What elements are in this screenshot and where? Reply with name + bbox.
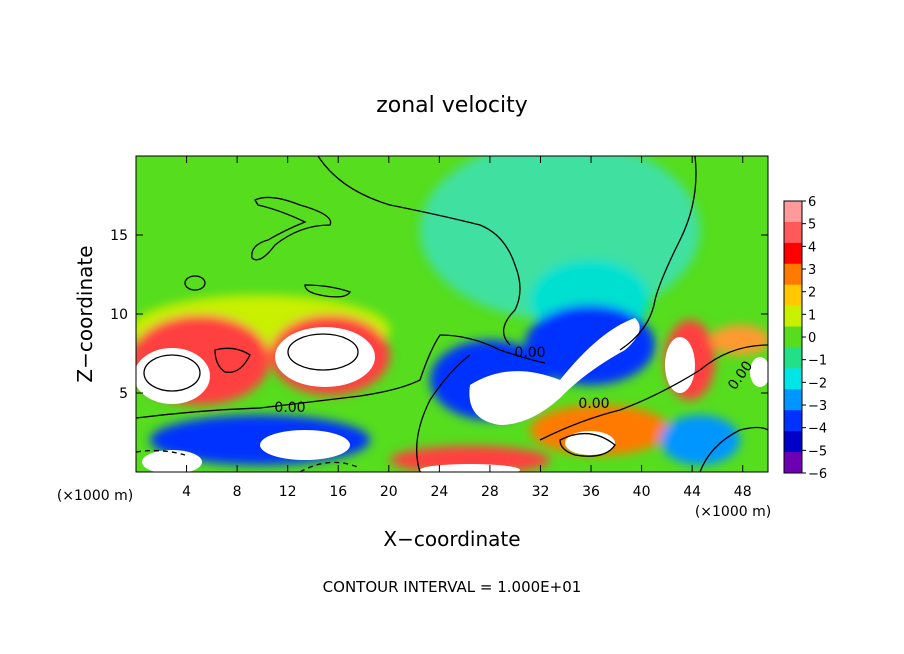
orange-lower bbox=[530, 405, 670, 455]
colorbar-tick-label: 4 bbox=[808, 240, 816, 255]
x-tick-label: 32 bbox=[532, 484, 550, 500]
x-tick-label: 44 bbox=[683, 484, 701, 500]
contour-lines bbox=[136, 156, 768, 472]
white-core-2 bbox=[275, 327, 375, 387]
colorbar-swatch bbox=[784, 201, 802, 223]
contour-line bbox=[184, 275, 206, 291]
colorbar: 6 5 4 3 2 1 0 −1 −2 −3 −4 −5 −6 bbox=[783, 195, 827, 482]
contour-line bbox=[136, 334, 546, 419]
colorbar-swatch bbox=[784, 452, 802, 474]
colorbar-tick-label: −2 bbox=[808, 376, 827, 391]
white-core-1 bbox=[136, 348, 210, 404]
y-tick-label: 10 bbox=[110, 307, 128, 323]
x-tick-label: 36 bbox=[582, 484, 600, 500]
contour-line bbox=[559, 433, 616, 457]
contour-line bbox=[619, 156, 697, 351]
colorbar-swatch bbox=[784, 263, 802, 286]
colorbar-tick-label: −1 bbox=[808, 354, 827, 369]
contour-label: 0.00 bbox=[274, 400, 305, 416]
contour-line bbox=[304, 284, 351, 298]
colorbar-tick-label: −4 bbox=[808, 422, 827, 437]
x-tick-label: 12 bbox=[279, 484, 297, 500]
colorbar-tick-label: 0 bbox=[808, 331, 816, 346]
x-tick-label: 16 bbox=[329, 484, 347, 500]
x-tick-label: 4 bbox=[182, 484, 191, 500]
colorbar-tick-label: −6 bbox=[808, 467, 827, 482]
white-core-3 bbox=[469, 318, 640, 425]
contour-line bbox=[287, 333, 359, 371]
white-core-9 bbox=[750, 357, 768, 387]
colorbar-tick-label: −3 bbox=[808, 399, 827, 414]
contour-label: 0.00 bbox=[514, 345, 545, 361]
contour-line bbox=[214, 347, 251, 374]
x-tick-label: 24 bbox=[430, 484, 448, 500]
blue-lower-right bbox=[660, 415, 740, 465]
x-axis-label: X−coordinate bbox=[383, 527, 520, 551]
contour-line-negative bbox=[136, 449, 186, 456]
colorbar-swatch bbox=[784, 431, 802, 453]
colorbar-swatch bbox=[784, 410, 802, 432]
y-tick-label: 15 bbox=[110, 228, 128, 244]
x-tick-label: 20 bbox=[380, 484, 398, 500]
white-core-5 bbox=[260, 430, 350, 460]
x-tick-label: 8 bbox=[233, 484, 242, 500]
colorbar-swatch bbox=[784, 242, 802, 265]
white-core-7 bbox=[142, 450, 202, 472]
contour-label: 0.00 bbox=[578, 396, 609, 412]
colorbar-swatch bbox=[784, 368, 802, 390]
contour-line bbox=[699, 426, 768, 472]
x-tick-label: 40 bbox=[633, 484, 651, 500]
contour-line bbox=[539, 344, 768, 441]
orange-right bbox=[710, 325, 768, 355]
colorbar-swatch bbox=[784, 305, 802, 328]
colorbar-tick-label: 5 bbox=[808, 218, 816, 233]
colorbar-tick-label: 1 bbox=[808, 308, 816, 323]
y-tick-label: 5 bbox=[119, 386, 128, 402]
colorbar-tick-label: −5 bbox=[808, 444, 827, 459]
colorbar-tick-label: 6 bbox=[808, 195, 816, 210]
contour-line bbox=[251, 196, 332, 261]
contour-interval-footer: CONTOUR INTERVAL = 1.000E+01 bbox=[323, 578, 582, 596]
colorbar-swatch bbox=[784, 326, 802, 348]
white-core-8 bbox=[420, 464, 520, 472]
colorbar-tick-label: 3 bbox=[808, 263, 816, 278]
contour-line bbox=[317, 156, 521, 346]
colorbar-tick-label: 2 bbox=[808, 286, 816, 301]
colorbar-swatch bbox=[784, 389, 802, 411]
colorbar-swatch bbox=[784, 347, 802, 369]
y-axis-label: Z−coordinate bbox=[73, 245, 97, 382]
colorbar-swatch bbox=[784, 284, 802, 307]
red-bottom bbox=[390, 446, 550, 472]
x-tick-label: 28 bbox=[481, 484, 499, 500]
heatmap-field: 0.00 0.00 0.00 0.00 bbox=[136, 156, 768, 472]
chart-title: zonal velocity bbox=[376, 93, 528, 118]
contour-line-negative bbox=[299, 461, 361, 472]
x-unit-label-right: (×1000 m) bbox=[695, 504, 771, 520]
contour-line bbox=[143, 354, 201, 392]
contour-line bbox=[416, 354, 471, 472]
colorbar-swatch bbox=[784, 221, 802, 244]
white-core-4 bbox=[665, 337, 695, 393]
x-unit-label-left: (×1000 m) bbox=[57, 488, 133, 504]
x-tick-label: 48 bbox=[734, 484, 752, 500]
